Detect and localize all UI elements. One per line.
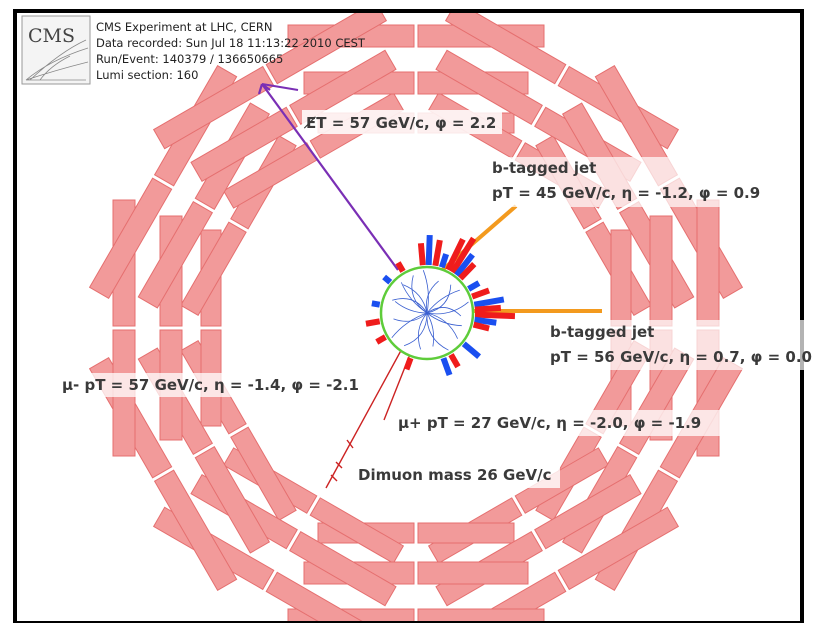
met-arrow bbox=[257, 83, 399, 271]
muon-chamber-module bbox=[649, 215, 673, 327]
ecal-tower bbox=[395, 261, 406, 273]
hcal-tower bbox=[467, 280, 481, 292]
muon-chamber-module bbox=[444, 13, 567, 85]
muon-chamber-module bbox=[137, 201, 214, 309]
ecal-tower bbox=[471, 287, 491, 300]
muon-chamber-module bbox=[417, 608, 545, 621]
ecal-tower bbox=[417, 243, 426, 266]
jet2-kinematics: pT = 56 GeV/c, η = 0.7, φ = 0.0 bbox=[550, 348, 812, 366]
muon-chamber-module bbox=[557, 506, 680, 591]
cms-logo: CMS bbox=[28, 25, 75, 47]
hcal-tower bbox=[474, 316, 497, 326]
ecal-tower bbox=[448, 353, 461, 369]
header-line-4: Lumi section: 160 bbox=[96, 68, 198, 82]
tracker-track bbox=[426, 312, 462, 327]
ecal-tower bbox=[474, 311, 516, 320]
hcal-tower bbox=[461, 341, 482, 360]
ecal-tower bbox=[458, 262, 477, 281]
experiment-header: CMS CMS Experiment at LHC, CERN Data rec… bbox=[21, 15, 366, 85]
hcal-tower bbox=[438, 253, 450, 269]
tracker-track bbox=[426, 289, 460, 314]
tracker-track bbox=[400, 282, 428, 314]
ecal-tower bbox=[365, 318, 381, 327]
ecal-tower bbox=[403, 357, 414, 371]
header-line-2: Data recorded: Sun Jul 18 11:13:22 2010 … bbox=[96, 36, 366, 50]
annotations: E̸T = 57 GeV/c, φ = 2.2 b-tagged jet pT … bbox=[58, 110, 812, 488]
hcal-tower bbox=[440, 357, 453, 377]
muon-chamber-module bbox=[180, 221, 247, 317]
muon-chamber-module bbox=[696, 199, 720, 327]
hcal-tower bbox=[473, 296, 505, 308]
tracker-track bbox=[422, 270, 429, 314]
tracker-track bbox=[425, 280, 439, 314]
muon-chamber-module bbox=[289, 530, 397, 607]
tracker-track bbox=[417, 312, 428, 350]
hcal-tower bbox=[454, 252, 475, 278]
jet2-title: b-tagged jet bbox=[550, 323, 654, 341]
tracker-track bbox=[393, 312, 428, 322]
ecal-tower bbox=[472, 321, 490, 332]
muon-chamber-module bbox=[230, 426, 297, 522]
ecal-tower bbox=[375, 334, 387, 345]
muon-plus-label: μ+ pT = 27 GeV/c, η = -2.0, φ = -1.9 bbox=[398, 414, 701, 432]
header-line-1: CMS Experiment at LHC, CERN bbox=[96, 20, 273, 34]
jet1-title: b-tagged jet bbox=[492, 159, 596, 177]
tracker-track bbox=[426, 284, 452, 314]
cms-logo-curves bbox=[25, 39, 89, 81]
muon-chamber-module bbox=[153, 469, 238, 592]
muon-chamber-module bbox=[152, 65, 275, 150]
muon-chamber-module bbox=[534, 473, 642, 550]
tracker-track bbox=[391, 312, 428, 338]
tracker-track bbox=[403, 312, 428, 347]
muon-chamber-module bbox=[265, 13, 388, 85]
tracker-track bbox=[426, 312, 435, 347]
tracker bbox=[379, 265, 475, 361]
tracker-track bbox=[426, 307, 462, 317]
muon-chamber-module bbox=[417, 522, 515, 544]
muon-chamber-module bbox=[435, 49, 543, 126]
ecal-tower bbox=[445, 237, 466, 272]
ecal-tower bbox=[449, 236, 477, 274]
tracker-track bbox=[426, 301, 469, 315]
muon-chamber-module bbox=[190, 106, 298, 183]
ecal-tower bbox=[432, 239, 443, 267]
hcal-tower bbox=[425, 234, 433, 266]
ecal-tower bbox=[474, 304, 502, 313]
hcal-tower bbox=[382, 274, 393, 285]
tracker-track bbox=[394, 301, 428, 314]
header-line-3: Run/Event: 140379 / 136650665 bbox=[96, 52, 283, 66]
hcal-tower bbox=[371, 300, 381, 308]
tracker-track bbox=[426, 312, 458, 339]
jet1-kinematics: pT = 45 GeV/c, η = -1.2, φ = 0.9 bbox=[492, 184, 760, 202]
calorimeter-deposits bbox=[365, 234, 516, 377]
muon-chamber-module bbox=[309, 497, 405, 564]
muon-chamber-module bbox=[194, 446, 271, 554]
met-label: E̸T = 57 GeV/c, φ = 2.2 bbox=[303, 114, 496, 132]
muon-chamber-module bbox=[610, 229, 632, 327]
muon-chamber-module bbox=[265, 571, 388, 621]
muon-chamber-module bbox=[417, 561, 529, 585]
muon-minus-label: μ- pT = 57 GeV/c, η = -1.4, φ = -2.1 bbox=[62, 376, 359, 394]
muon-chamber-module bbox=[88, 177, 173, 300]
dimuon-mass-label: Dimuon mass 26 GeV/c bbox=[358, 466, 552, 484]
muon-chamber-module bbox=[289, 49, 397, 126]
